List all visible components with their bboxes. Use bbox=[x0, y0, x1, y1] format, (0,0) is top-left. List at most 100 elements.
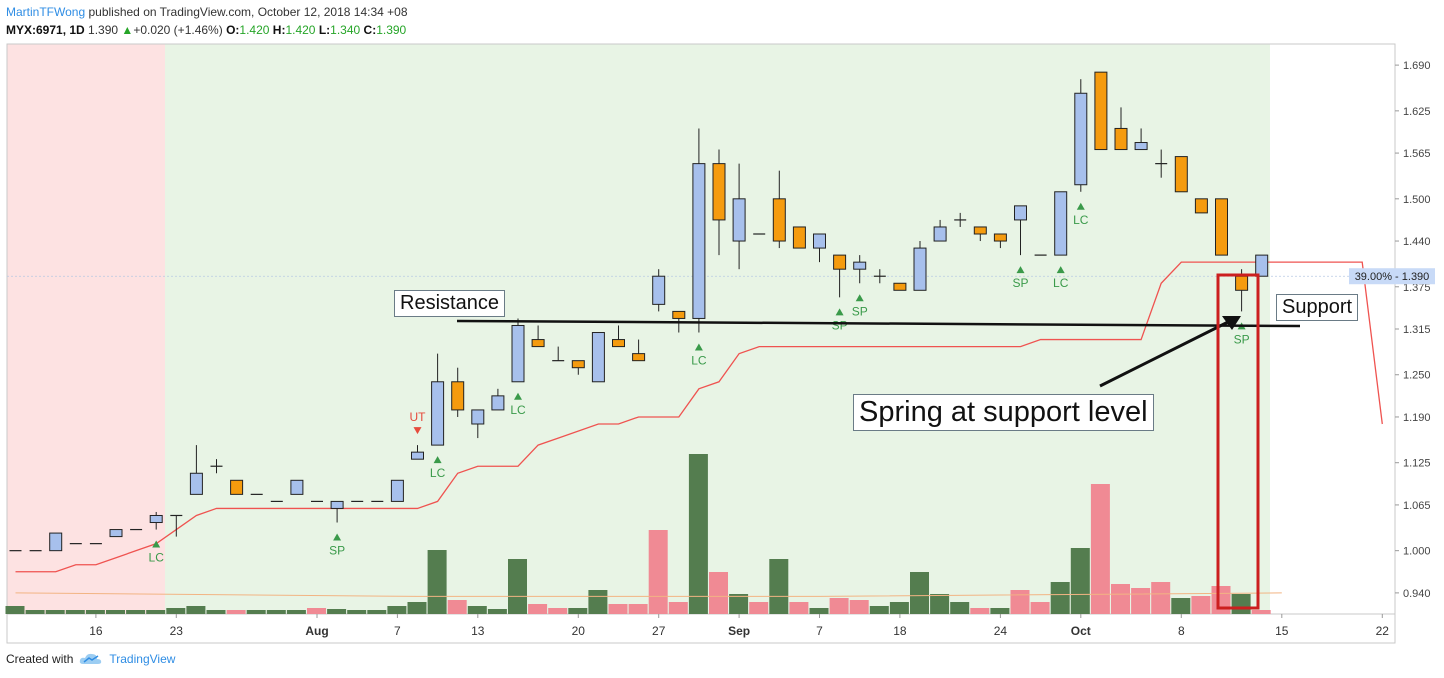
candle-body bbox=[1215, 198, 1228, 256]
volume-bar bbox=[789, 602, 809, 614]
candle bbox=[612, 325, 625, 348]
candle-body bbox=[1134, 142, 1148, 151]
volume-bar bbox=[447, 600, 467, 614]
y-tick-label: 1.000 bbox=[1403, 546, 1431, 558]
volume-bar bbox=[849, 600, 869, 614]
candle-body bbox=[491, 395, 505, 411]
volume-bar bbox=[1030, 602, 1050, 614]
marker-up-icon bbox=[1076, 202, 1085, 210]
candle-body bbox=[431, 381, 445, 446]
volume-bar bbox=[648, 530, 668, 614]
volume-bar bbox=[266, 610, 286, 614]
candle-body bbox=[913, 247, 927, 291]
x-tick-label: 27 bbox=[652, 624, 666, 638]
tradingview-brand-link[interactable]: TradingView bbox=[109, 652, 176, 666]
x-tick-label: 24 bbox=[994, 624, 1008, 638]
candle-body bbox=[652, 275, 666, 305]
volume-bar bbox=[286, 610, 306, 614]
candle-body bbox=[149, 514, 163, 524]
close-label: C: bbox=[363, 23, 377, 37]
candle-body bbox=[1114, 127, 1128, 151]
marker-up-icon bbox=[694, 343, 703, 351]
volume-bar bbox=[367, 610, 387, 614]
candle bbox=[431, 353, 445, 446]
candle-body bbox=[1194, 198, 1208, 214]
candle-body bbox=[571, 360, 585, 369]
candle bbox=[1255, 254, 1269, 277]
candle bbox=[652, 269, 666, 312]
candle-body bbox=[1174, 156, 1188, 193]
candle bbox=[1174, 156, 1188, 193]
candle bbox=[1054, 191, 1068, 256]
marker-down-icon bbox=[413, 427, 422, 435]
y-tick-label: 1.500 bbox=[1403, 194, 1431, 206]
candle-body bbox=[772, 198, 786, 242]
volume-bar bbox=[1111, 584, 1130, 614]
volume-bar bbox=[25, 610, 45, 614]
volume-ma-line bbox=[15, 592, 1282, 597]
x-tick-label: 23 bbox=[170, 624, 184, 638]
candle-body bbox=[471, 409, 485, 425]
spring-label: Spring at support level bbox=[853, 394, 1154, 431]
candle bbox=[491, 388, 505, 411]
volume-bar bbox=[869, 606, 889, 614]
volume-bar bbox=[1191, 596, 1211, 614]
candle-body bbox=[712, 163, 726, 221]
candle-body bbox=[933, 226, 947, 242]
candle-body bbox=[49, 532, 63, 552]
volume-bar bbox=[1151, 582, 1171, 614]
x-tick-label: Sep bbox=[728, 624, 750, 638]
candle-body bbox=[109, 529, 123, 538]
candle-body bbox=[1054, 191, 1068, 256]
marker-label: LC bbox=[691, 354, 707, 368]
candle bbox=[230, 479, 244, 495]
marker-label: LC bbox=[510, 403, 526, 417]
volume-bar bbox=[809, 608, 829, 614]
candle-body bbox=[189, 472, 203, 495]
x-tick-label: 22 bbox=[1376, 624, 1390, 638]
y-tick-label: 1.690 bbox=[1403, 60, 1431, 72]
marker-up-icon bbox=[433, 456, 442, 464]
volume-bar bbox=[1171, 598, 1191, 614]
candle-body bbox=[411, 451, 424, 460]
x-tick-label: Oct bbox=[1071, 624, 1091, 638]
volume-bar bbox=[226, 610, 246, 614]
marker-label: LC bbox=[1073, 213, 1089, 227]
candle-body bbox=[672, 310, 686, 319]
candle bbox=[893, 282, 907, 291]
x-tick-label: 7 bbox=[394, 624, 401, 638]
candle-body bbox=[230, 479, 244, 495]
candle bbox=[189, 445, 203, 495]
tradingview-cloud-icon bbox=[80, 653, 102, 664]
volume-bar bbox=[347, 610, 367, 614]
candle bbox=[591, 332, 605, 383]
volume-bar bbox=[307, 608, 326, 614]
low-label: L: bbox=[318, 23, 331, 37]
candle-body bbox=[290, 479, 304, 495]
candle-body bbox=[612, 339, 625, 348]
candle-body bbox=[451, 381, 465, 411]
spring-arrowhead-icon bbox=[1222, 316, 1241, 330]
volume-bar bbox=[146, 610, 166, 614]
volume-bar bbox=[508, 559, 527, 614]
marker-label: SP bbox=[832, 318, 848, 332]
high-value: 1.420 bbox=[285, 23, 316, 37]
volume-bar bbox=[749, 602, 769, 614]
candle-body bbox=[1074, 92, 1088, 186]
candle-body bbox=[531, 339, 545, 348]
candle-body bbox=[1014, 205, 1027, 221]
volume-bar bbox=[1070, 548, 1090, 614]
candle bbox=[1134, 128, 1148, 151]
author-link[interactable]: MartinTFWong bbox=[6, 5, 86, 19]
candle bbox=[813, 233, 826, 263]
x-tick-label: 15 bbox=[1275, 624, 1289, 638]
up-arrow-icon: ▲ bbox=[121, 23, 134, 37]
volume-bar bbox=[186, 606, 206, 614]
volume-bar bbox=[387, 606, 407, 614]
volume-bar bbox=[246, 610, 266, 614]
marker-up-icon bbox=[1016, 266, 1025, 274]
volume-bar bbox=[930, 594, 950, 614]
candle-body bbox=[813, 233, 826, 249]
candle-body bbox=[632, 353, 646, 362]
